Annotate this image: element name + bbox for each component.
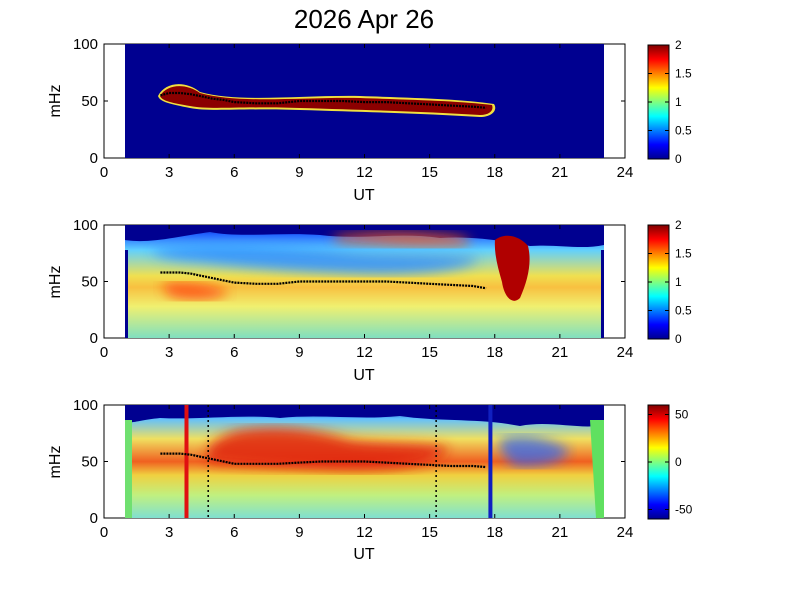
colorbar-tick-label: 1.5: [675, 247, 692, 261]
x-tick-label: 3: [165, 344, 173, 361]
y-tick-label: 0: [90, 330, 98, 347]
blue-patches-bottom: [499, 436, 570, 467]
x-tick-label: 21: [552, 164, 569, 181]
trace-line-bottom: [160, 452, 487, 469]
y-tick-label: 0: [90, 510, 98, 527]
x-tick-label: 24: [617, 344, 634, 361]
x-tick-label: 15: [421, 524, 438, 541]
top-edge-dark-bottom: [125, 405, 604, 427]
y-tick-label: 100: [73, 36, 98, 53]
colorbar-tick-label: 50: [675, 408, 689, 422]
ylabel-middle: mHz: [47, 266, 64, 299]
x-tick-label: 21: [552, 524, 569, 541]
x-tick-label: 12: [356, 524, 373, 541]
x-tick-label: 9: [295, 344, 303, 361]
x-tick-label: 18: [486, 164, 503, 181]
x-tick-label: 3: [165, 164, 173, 181]
colorbar-tick-label: -50: [675, 503, 693, 517]
x-tick-label: 12: [356, 344, 373, 361]
x-tick-label: 6: [230, 524, 238, 541]
x-tick-label: 21: [552, 344, 569, 361]
panel-bottom: 0 3 6 9 12 15 18 21 24 0 50 100 UT mHz 50 0 -50: [47, 397, 693, 563]
edge-right-middle: [601, 250, 604, 338]
colorbar-tick-label: 1.5: [675, 67, 692, 81]
feature-band-top: [160, 86, 493, 115]
xlabel-middle: UT: [353, 367, 375, 384]
colorbar-tick-label: 1: [675, 275, 682, 289]
x-tick-label: 24: [617, 524, 634, 541]
x-tick-label: 18: [486, 344, 503, 361]
y-tick-label: 0: [90, 150, 98, 167]
panel-top: 0 3 6 9 12 15 18 21 24 0 50 100 UT mHz 0 0.5 1 1.5 2: [47, 36, 692, 204]
x-tick-label: 18: [486, 524, 503, 541]
y-tick-label: 50: [81, 274, 98, 291]
blue-region-middle: [150, 244, 480, 275]
ylabel-top: mHz: [47, 85, 64, 118]
edge-left-middle: [125, 250, 128, 338]
ylabel-bottom: mHz: [47, 446, 64, 479]
green-strip-left-bottom: [125, 420, 132, 518]
colorbar-tick-label: 1: [675, 95, 682, 109]
colorbar-tick-label: 0.5: [675, 124, 692, 138]
green-strip-right-bottom: [590, 420, 604, 518]
trace-line-top: [160, 91, 487, 109]
x-tick-label: 0: [100, 164, 108, 181]
colorbar-tick-label: 0: [675, 455, 682, 469]
red-region-bottom: [206, 427, 450, 471]
x-tick-label: 9: [295, 524, 303, 541]
xlabel-bottom: UT: [353, 546, 375, 563]
x-tick-label: 0: [100, 344, 108, 361]
y-tick-label: 50: [81, 93, 98, 110]
orange-band-middle: [330, 231, 471, 247]
red-blob-middle: [160, 282, 230, 300]
x-tick-label: 24: [617, 164, 634, 181]
colorbar-tick-label: 2: [675, 218, 682, 232]
x-tick-label: 9: [295, 164, 303, 181]
x-tick-label: 12: [356, 164, 373, 181]
trace-line-middle: [160, 271, 487, 290]
red-column-middle: [494, 235, 530, 301]
x-tick-label: 6: [230, 164, 238, 181]
y-tick-label: 50: [81, 454, 98, 471]
colorbar-tick-label: 0: [675, 332, 682, 346]
figure-title: 2026 Apr 26: [294, 4, 434, 34]
colorbar-tick-label: 0: [675, 152, 682, 166]
xlabel-top: UT: [353, 187, 375, 204]
x-tick-label: 15: [421, 344, 438, 361]
colorbar-tick-label: 0.5: [675, 304, 692, 318]
panel-middle: 0 3 6 9 12 15 18 21 24 0 50 100 UT mHz 0 0.5 1 1.5 2: [47, 217, 692, 384]
y-tick-label: 100: [73, 397, 98, 414]
colorbar-tick-label: 2: [675, 38, 682, 52]
y-tick-label: 100: [73, 217, 98, 234]
x-tick-label: 0: [100, 524, 108, 541]
x-tick-label: 6: [230, 344, 238, 361]
x-tick-label: 3: [165, 524, 173, 541]
x-tick-label: 15: [421, 164, 438, 181]
